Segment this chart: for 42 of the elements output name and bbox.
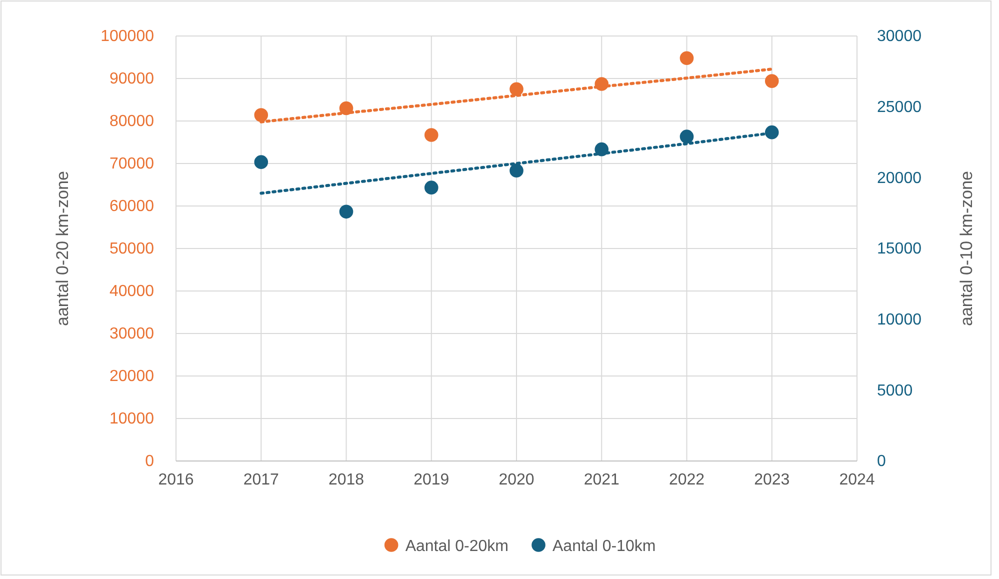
x-tick-label: 2024	[839, 471, 875, 488]
x-tick-label: 2021	[584, 471, 620, 488]
x-tick-label: 2022	[668, 471, 705, 488]
y2-tick-label: 30000	[877, 28, 922, 46]
point	[254, 155, 268, 169]
point	[254, 108, 268, 122]
y2-tick-label: 20000	[877, 170, 922, 187]
point	[424, 180, 438, 194]
point	[510, 82, 524, 96]
y-axis-title: aantal 0-20 km-zone	[53, 171, 72, 326]
y-tick-label: 10000	[110, 410, 154, 428]
point	[424, 128, 438, 142]
x-tick-label: 2018	[328, 471, 364, 488]
point	[764, 74, 779, 88]
y-tick-label: 80000	[110, 113, 154, 130]
x-tick-label: 2023	[754, 471, 790, 488]
point	[680, 51, 694, 65]
y-tick-label: 70000	[110, 156, 154, 173]
y-tick-label: 40000	[110, 283, 154, 300]
y2-tick-label: 5000	[877, 382, 913, 400]
y-tick-label: 60000	[110, 198, 154, 216]
point	[339, 204, 354, 219]
point	[510, 164, 524, 178]
y-tick-label: 20000	[110, 368, 154, 386]
y2-axis-title: aantal 0-10 km-zone	[957, 171, 976, 326]
y2-tick-label: 25000	[877, 98, 922, 116]
y-tick-label: 90000	[110, 70, 154, 88]
y-tick-label: 100000	[100, 28, 154, 46]
x-tick-label: 2017	[243, 471, 280, 488]
legend-label: Aantal 0-10km	[552, 538, 656, 555]
y-tick-label: 0	[145, 453, 154, 470]
y2-tick-label: 0	[877, 453, 886, 470]
y2-tick-label: 10000	[877, 311, 922, 328]
point	[680, 130, 694, 144]
legend-label: Aantal 0-20km	[405, 538, 508, 555]
x-tick-label: 2019	[414, 471, 450, 488]
y-tick-label: 30000	[110, 326, 154, 343]
x-tick-label: 2020	[498, 471, 534, 488]
y-tick-label: 50000	[110, 240, 154, 258]
x-tick-label: 2016	[158, 471, 194, 488]
point	[764, 125, 779, 140]
y2-tick-label: 15000	[877, 240, 922, 258]
